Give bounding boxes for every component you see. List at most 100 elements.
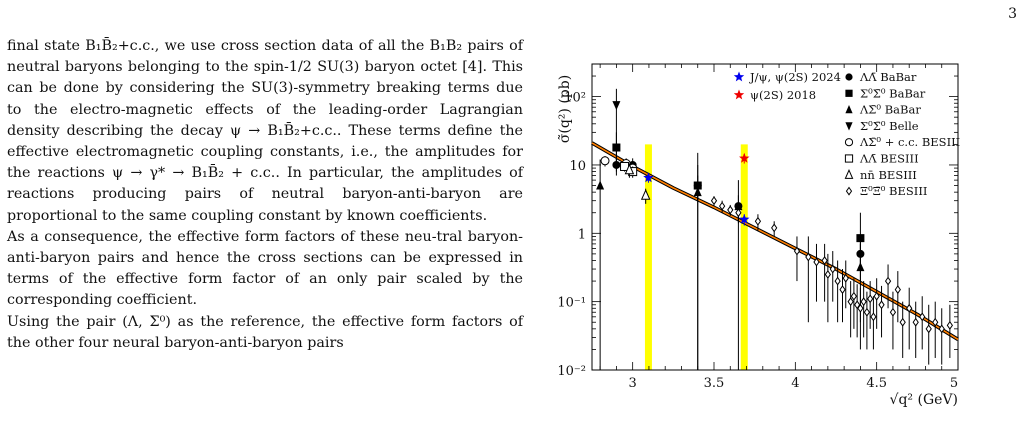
marker-shape <box>884 276 892 286</box>
data-point <box>754 216 762 226</box>
legend-marker <box>845 122 853 131</box>
data-point <box>829 264 836 274</box>
marker-shape <box>839 285 846 295</box>
marker-shape <box>847 297 854 307</box>
marker-shape <box>844 154 854 163</box>
y-axis-label: σ̃(q²) (pb) <box>557 75 573 143</box>
marker-shape <box>600 156 610 166</box>
legend-label: ΛΛ̄ BESIII <box>859 152 919 166</box>
marker-shape <box>845 105 853 114</box>
legend-label: nn̄ BESIII <box>860 168 917 182</box>
data-point <box>860 297 867 307</box>
cross-section-chart: 3 3.5 4 4.5 5 10⁻² 10⁻¹ 1 10 10² √q² (GeV) σ̃(q²) (… <box>557 63 960 408</box>
data-point <box>870 312 877 322</box>
marker-shape <box>842 273 849 283</box>
marker-shape <box>850 291 858 301</box>
legend-marker <box>845 186 853 196</box>
data-point <box>612 101 621 111</box>
data-point <box>734 201 743 211</box>
legend-marker <box>844 138 854 147</box>
y-tick-label: 1 <box>578 227 586 242</box>
data-point <box>710 196 718 206</box>
marker-shape <box>733 71 745 82</box>
marker-shape <box>854 300 861 310</box>
marker-shape <box>727 205 734 215</box>
marker-shape <box>899 317 906 327</box>
marker-shape <box>640 189 651 200</box>
data-point <box>850 291 858 301</box>
y-tick-label: 10 <box>569 159 586 174</box>
resonance-band <box>644 144 652 370</box>
plot-frame <box>591 63 959 371</box>
marker-shape <box>856 262 865 272</box>
marker-shape <box>845 73 853 81</box>
data-point <box>847 297 854 307</box>
marker-shape <box>932 317 939 327</box>
marker-shape <box>643 172 654 183</box>
data-point <box>873 291 880 301</box>
resonance-band <box>740 144 748 370</box>
data-point <box>824 269 831 279</box>
marker-shape <box>624 163 635 175</box>
data-point <box>834 276 841 286</box>
legend-marker <box>844 154 854 163</box>
data-point <box>856 234 865 243</box>
data-point <box>600 156 610 166</box>
legend-label: Σ⁰Σ̄⁰ Belle <box>860 119 919 133</box>
marker-shape <box>734 201 743 211</box>
data-point <box>889 307 897 317</box>
data-point <box>735 208 742 218</box>
marker-shape <box>596 180 605 190</box>
marker-shape <box>733 89 745 100</box>
data-point <box>805 252 812 262</box>
legend-marker <box>845 89 853 97</box>
marker-shape <box>873 291 880 301</box>
marker-shape <box>912 317 919 327</box>
y-tick-label: 10² <box>564 91 586 106</box>
marker-shape <box>739 152 750 163</box>
marker-shape <box>889 307 897 317</box>
data-point <box>739 152 750 163</box>
data-point <box>727 205 734 215</box>
data-point <box>693 187 702 197</box>
data-point <box>596 180 605 190</box>
marker-shape <box>867 294 874 304</box>
data-point <box>925 324 932 334</box>
marker-shape <box>894 285 901 295</box>
legend-label: ΛΣ̄⁰ BaBar <box>859 103 921 117</box>
marker-shape <box>612 101 621 111</box>
paragraph-3: Using the pair (Λ, Σ⁰) as the reference,… <box>7 313 523 351</box>
marker-shape <box>938 324 945 334</box>
marker-shape <box>925 324 932 334</box>
legend-marker <box>845 73 853 81</box>
legend-marker <box>733 71 745 82</box>
marker-shape <box>771 223 778 233</box>
marker-shape <box>824 269 831 279</box>
data-point <box>719 201 726 211</box>
marker-shape <box>821 256 828 265</box>
data-point <box>878 300 885 310</box>
data-point <box>854 300 861 310</box>
marker-shape <box>857 303 864 313</box>
data-point <box>739 213 750 224</box>
body-text-column: final state B₁B̄₂+c.c., we use cross sec… <box>7 36 523 354</box>
data-point <box>912 317 919 327</box>
x-axis-label: √q² (GeV) <box>890 392 958 408</box>
legend-label: J/ψ, ψ(2S) 2024 <box>749 70 841 84</box>
data-point <box>867 294 874 304</box>
marker-shape <box>793 246 801 256</box>
marker-shape <box>844 138 854 147</box>
data-point <box>640 189 651 200</box>
data-point <box>894 285 901 295</box>
data-point <box>643 172 654 183</box>
x-tick-label: 3 <box>629 376 637 391</box>
marker-shape <box>735 208 742 218</box>
data-point <box>842 273 849 283</box>
marker-shape <box>829 264 836 274</box>
legend-label: Σ⁰Σ̄⁰ BaBar <box>860 86 926 100</box>
legend-label: ΛΣ̄⁰ + c.c. BESIII <box>859 135 960 149</box>
data-point <box>938 324 945 334</box>
marker-shape <box>845 122 853 131</box>
data-point <box>857 303 864 313</box>
paragraph-1: final state B₁B̄₂+c.c., we use cross sec… <box>7 38 523 224</box>
